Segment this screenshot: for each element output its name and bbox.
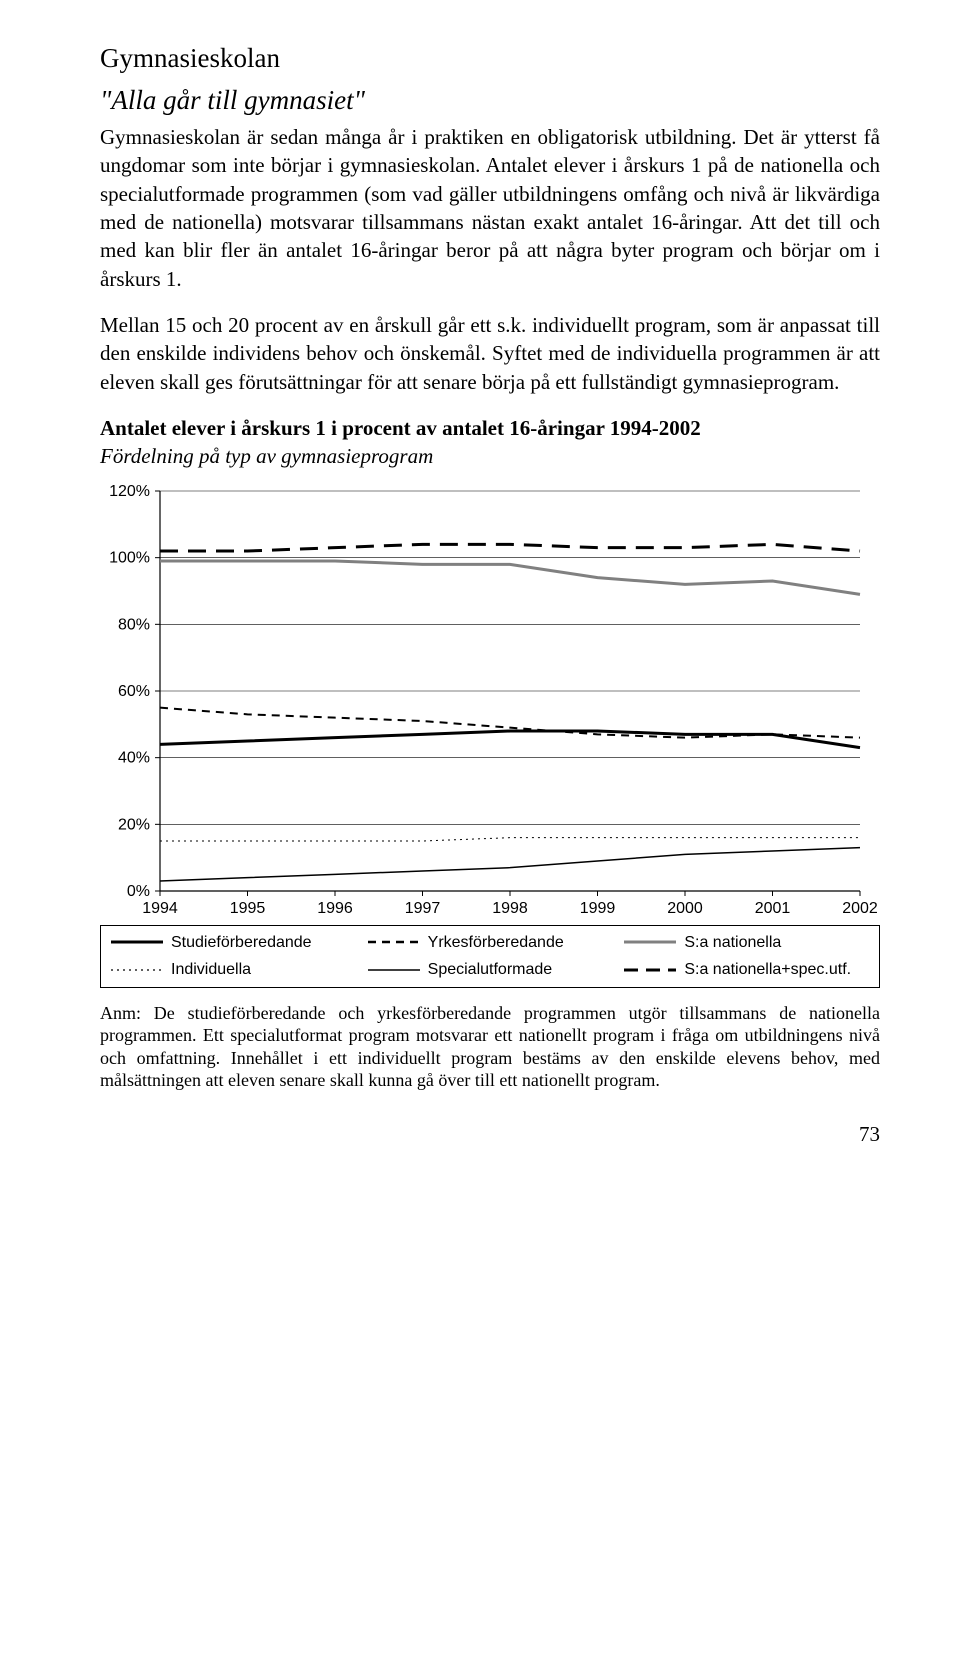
svg-text:1999: 1999	[580, 900, 616, 917]
legend-item-sanat: S:a nationella	[624, 932, 869, 954]
paragraph-1: Gymnasieskolan är sedan många år i prakt…	[100, 123, 880, 293]
svg-text:2002: 2002	[842, 900, 878, 917]
page-number: 73	[100, 1120, 880, 1148]
legend-label: Studieförberedande	[171, 932, 312, 954]
svg-text:80%: 80%	[118, 616, 150, 633]
svg-text:2001: 2001	[755, 900, 791, 917]
svg-text:0%: 0%	[127, 883, 150, 900]
legend-label: S:a nationella	[684, 932, 781, 954]
svg-text:1998: 1998	[492, 900, 528, 917]
svg-text:1997: 1997	[405, 900, 441, 917]
chart-title: Antalet elever i årskurs 1 i procent av …	[100, 414, 880, 442]
section-heading: Gymnasieskolan	[100, 40, 880, 76]
legend-label: S:a nationella+spec.utf.	[684, 959, 851, 981]
svg-text:60%: 60%	[118, 683, 150, 700]
svg-text:1994: 1994	[142, 900, 178, 917]
legend-item-total: S:a nationella+spec.utf.	[624, 959, 869, 981]
svg-text:1995: 1995	[230, 900, 266, 917]
svg-text:120%: 120%	[109, 483, 150, 500]
legend-item-spec: Specialutformade	[368, 959, 613, 981]
quote-subheading: "Alla går till gymnasiet"	[100, 82, 880, 118]
legend-label: Individuella	[171, 959, 251, 981]
chart-footnote: Anm: De studieförberedande och yrkesförb…	[100, 1002, 880, 1092]
svg-text:100%: 100%	[109, 549, 150, 566]
paragraph-2: Mellan 15 och 20 procent av en årskull g…	[100, 311, 880, 396]
legend-item-indiv: Individuella	[111, 959, 356, 981]
chart-subtitle: Fördelning på typ av gymnasieprogram	[100, 442, 880, 470]
legend-label: Yrkesförberedande	[428, 932, 564, 954]
legend-item-yrkes: Yrkesförberedande	[368, 932, 613, 954]
chart-legend: Studieförberedande Yrkesförberedande S:a…	[100, 925, 880, 988]
svg-text:20%: 20%	[118, 816, 150, 833]
line-chart: 0% 20% 40% 60% 80% 100% 120% 1994 1995 1996 1997 19…	[100, 481, 880, 988]
chart-svg: 0% 20% 40% 60% 80% 100% 120% 1994 1995 1996 1997 19…	[100, 481, 880, 921]
legend-item-studie: Studieförberedande	[111, 932, 356, 954]
svg-text:2000: 2000	[667, 900, 703, 917]
svg-text:1996: 1996	[317, 900, 353, 917]
legend-label: Specialutformade	[428, 959, 553, 981]
svg-text:40%: 40%	[118, 749, 150, 766]
